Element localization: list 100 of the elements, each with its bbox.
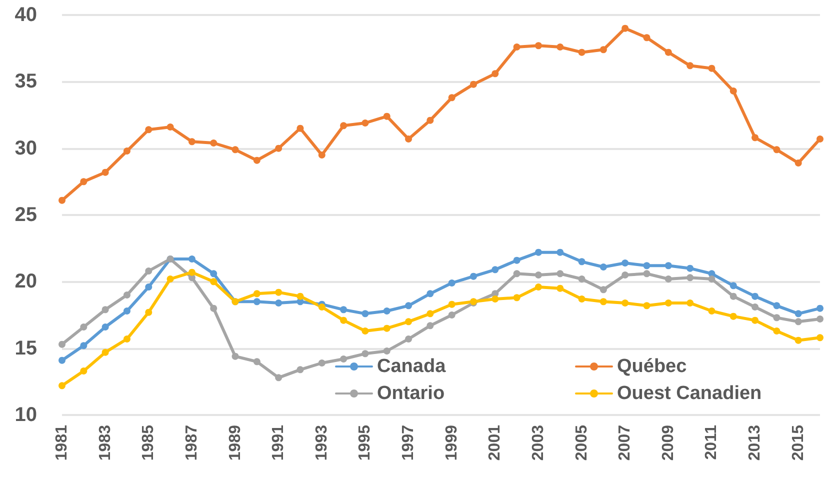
point: [794, 310, 802, 318]
point: [643, 34, 650, 42]
point: [686, 264, 694, 272]
point: [232, 146, 239, 154]
y-tick-label: 30: [14, 137, 37, 160]
x-tick-label: 1991: [270, 424, 288, 461]
point: [80, 342, 88, 350]
point: [686, 274, 694, 282]
point: [664, 276, 672, 282]
point: [166, 276, 174, 282]
point: [664, 262, 672, 270]
point: [275, 144, 282, 152]
point: [296, 366, 304, 374]
point: [600, 298, 607, 306]
point: [600, 46, 607, 54]
point: [448, 312, 456, 318]
point: [578, 276, 586, 282]
point: [340, 316, 348, 324]
y-tick-label: 20: [14, 270, 37, 293]
x-tick-label: 1995: [356, 424, 374, 461]
y-tick-label: 40: [14, 4, 37, 26]
point: [534, 272, 542, 278]
point: [492, 70, 499, 78]
point: [794, 160, 802, 166]
point: [664, 300, 672, 306]
point: [752, 134, 759, 142]
point: [708, 276, 716, 282]
point: [643, 270, 650, 278]
point: [80, 178, 88, 186]
point: [773, 328, 780, 334]
point: [80, 368, 88, 374]
x-tick-label: 2013: [746, 424, 764, 461]
point: [383, 324, 390, 332]
point: [405, 136, 412, 142]
point: [340, 306, 348, 314]
point: [210, 140, 218, 146]
point: [145, 308, 152, 316]
point: [816, 334, 824, 342]
point: [58, 382, 66, 390]
point: [513, 256, 520, 264]
point: [188, 256, 196, 262]
point: [426, 116, 434, 124]
point: [318, 304, 326, 310]
point: [123, 292, 130, 298]
y-tick-label: 15: [14, 337, 37, 360]
point: [405, 302, 412, 310]
point: [686, 300, 694, 306]
point: [578, 48, 586, 56]
point: [448, 300, 456, 308]
legend-label: Ontario: [377, 383, 445, 404]
legend-label: Canada: [377, 356, 446, 377]
point: [622, 300, 629, 306]
point: [643, 302, 650, 310]
x-tick-label: 1997: [400, 424, 418, 461]
point: [643, 262, 650, 270]
x-tick-label: 1983: [96, 424, 114, 461]
point: [123, 148, 130, 154]
point: [210, 270, 218, 278]
point: [362, 328, 369, 334]
point: [405, 318, 412, 326]
point: [708, 308, 716, 314]
x-tick-label: 1993: [313, 424, 330, 461]
x-tick-label: 1985: [140, 424, 158, 461]
point: [534, 42, 542, 50]
x-tick-label: 1987: [183, 424, 200, 461]
point: [188, 138, 196, 146]
point: [773, 302, 780, 310]
point: [534, 284, 542, 290]
point: [794, 318, 802, 326]
point: [210, 304, 218, 312]
point: [578, 296, 586, 302]
point: [470, 272, 477, 280]
point: [102, 348, 109, 356]
legend-label: Ouest Canadien: [617, 383, 762, 404]
point: [383, 112, 390, 120]
point: [730, 312, 737, 320]
x-tick-label: 2011: [703, 424, 720, 460]
y-tick-label: 25: [14, 204, 37, 226]
point: [296, 124, 304, 132]
x-tick-label: 1981: [54, 424, 70, 461]
point: [794, 336, 802, 344]
point: [600, 286, 607, 294]
point: [752, 292, 759, 300]
point: [513, 44, 520, 50]
y-tick-label: 10: [14, 404, 37, 426]
point: [600, 264, 607, 270]
y-tick-label: 35: [14, 70, 37, 93]
point: [318, 152, 326, 158]
x-tick-label: 2015: [790, 424, 807, 461]
point: [340, 356, 348, 362]
point: [622, 24, 629, 32]
point: [426, 310, 434, 318]
point: [534, 248, 542, 256]
point: [816, 316, 824, 322]
x-tick-label: 2007: [616, 424, 634, 461]
point: [492, 296, 499, 302]
point: [102, 168, 109, 176]
point: [275, 300, 282, 306]
point: [188, 268, 196, 276]
point: [773, 314, 780, 322]
